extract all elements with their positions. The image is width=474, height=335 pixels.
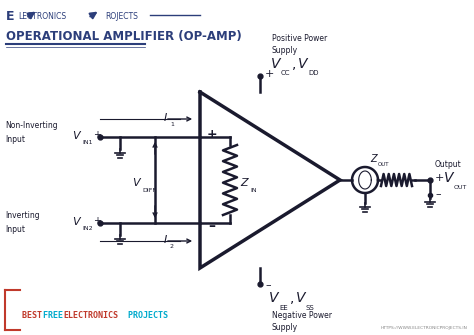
- Text: $\mathit{V}$: $\mathit{V}$: [297, 57, 310, 71]
- Text: EE: EE: [279, 305, 288, 311]
- Text: CC: CC: [281, 70, 291, 76]
- Text: Inverting: Inverting: [5, 210, 40, 219]
- Text: +: +: [435, 173, 444, 183]
- Text: Non-Inverting: Non-Inverting: [5, 121, 58, 130]
- Text: IN2: IN2: [82, 225, 92, 230]
- Text: $\mathit{V}$: $\mathit{V}$: [270, 57, 283, 71]
- Text: ROJECTS: ROJECTS: [105, 11, 138, 20]
- Text: IN1: IN1: [82, 139, 92, 144]
- Text: $\mathit{V}$: $\mathit{V}$: [443, 171, 456, 185]
- Text: –: –: [209, 219, 216, 233]
- Text: $\mathit{V}$: $\mathit{V}$: [132, 176, 142, 188]
- Text: $\mathit{I}$: $\mathit{I}$: [163, 233, 167, 245]
- Text: 1: 1: [170, 122, 174, 127]
- Text: ,: ,: [292, 57, 296, 71]
- Text: Supply: Supply: [272, 323, 298, 332]
- Text: $\mathit{I}$: $\mathit{I}$: [163, 111, 167, 123]
- Text: IN: IN: [250, 188, 256, 193]
- Text: LECTRONICS: LECTRONICS: [18, 11, 66, 20]
- Text: OUT: OUT: [378, 161, 390, 166]
- Text: +: +: [207, 128, 217, 140]
- Text: DIFF: DIFF: [142, 188, 156, 193]
- Text: Positive Power: Positive Power: [272, 34, 327, 43]
- Text: $\mathit{Z}$: $\mathit{Z}$: [240, 176, 250, 188]
- Text: Negative Power: Negative Power: [272, 312, 332, 321]
- Text: Output: Output: [435, 159, 462, 169]
- Text: –: –: [435, 189, 441, 199]
- Text: +: +: [265, 69, 274, 79]
- Text: Supply: Supply: [272, 46, 298, 55]
- Text: +: +: [93, 130, 101, 140]
- Text: E: E: [6, 9, 15, 22]
- Text: 2: 2: [170, 244, 174, 249]
- Text: $\mathit{V}$: $\mathit{V}$: [72, 129, 82, 141]
- Text: PROJECTS: PROJECTS: [123, 311, 168, 320]
- Text: BEST: BEST: [22, 311, 47, 320]
- Text: $\mathit{V}$: $\mathit{V}$: [268, 291, 280, 305]
- Text: $\mathit{Z}$: $\mathit{Z}$: [370, 152, 379, 164]
- Text: ,: ,: [290, 291, 294, 305]
- Text: $\mathit{V}$: $\mathit{V}$: [72, 215, 82, 227]
- Text: OUT: OUT: [454, 185, 467, 190]
- Text: ELECTRONICS: ELECTRONICS: [63, 311, 118, 320]
- Text: SS: SS: [306, 305, 315, 311]
- Text: OPERATIONAL AMPLIFIER (OP-AMP): OPERATIONAL AMPLIFIER (OP-AMP): [6, 29, 242, 43]
- Text: HTTPS://WWW.ELECTRONICPROJECTS.IN: HTTPS://WWW.ELECTRONICPROJECTS.IN: [381, 326, 468, 330]
- Text: $\mathit{V}$: $\mathit{V}$: [295, 291, 307, 305]
- Text: Input: Input: [5, 224, 25, 233]
- Text: DD: DD: [308, 70, 319, 76]
- Text: +: +: [93, 216, 101, 226]
- Text: –: –: [265, 280, 271, 290]
- Text: FREE: FREE: [43, 311, 68, 320]
- Text: Input: Input: [5, 134, 25, 143]
